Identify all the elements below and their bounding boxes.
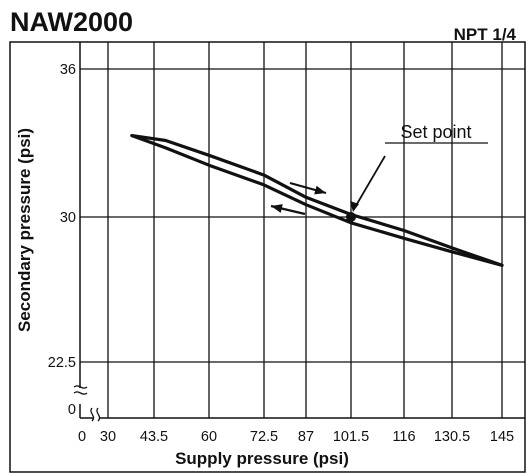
grid-layer — [73, 42, 525, 422]
series-line-2 — [130, 134, 504, 267]
y-tick-label: 36 — [60, 62, 76, 78]
set-point-label: Set point — [400, 122, 471, 142]
increasing-direction-arrow — [289, 181, 327, 195]
y-tick-label: 22.5 — [48, 355, 76, 371]
series-line-1 — [130, 134, 504, 267]
x-tick-label: 116 — [392, 429, 415, 445]
y-axis-label: Secondary pressure (psi) — [15, 128, 34, 332]
x-tick-label: 60 — [201, 429, 217, 445]
set-point-leader-line — [353, 155, 386, 210]
x-tick-label: 130.5 — [434, 429, 470, 445]
series-layer — [130, 134, 504, 267]
chart-subtitle: NPT 1/4 — [454, 25, 517, 44]
x-tick-label: 87 — [298, 429, 314, 445]
x-axis-break-mark — [90, 407, 101, 422]
x-tick-label: 0 — [78, 429, 86, 445]
x-tick-label: 101.5 — [333, 429, 369, 445]
decreasing-direction-arrow — [270, 204, 306, 216]
x-tick-label: 30 — [100, 429, 116, 445]
x-tick-label: 145 — [490, 429, 514, 445]
y-axis-break-mark — [73, 385, 88, 395]
x-axis-label: Supply pressure (psi) — [175, 449, 349, 468]
y-tick-label: 0 — [68, 402, 76, 418]
set-point-marker — [346, 212, 356, 222]
annotation-layer: Set point — [270, 122, 488, 222]
tick-label-layer: 0 30 43.5 60 72.5 87 101.5 116 130.5 145 0 22.5 30 36 — [48, 62, 514, 445]
chart-frame — [9, 41, 526, 473]
y-tick-label: 30 — [60, 210, 76, 226]
x-tick-label: 72.5 — [250, 429, 278, 445]
chart-title: NAW2000 — [10, 7, 133, 37]
x-tick-label: 43.5 — [140, 429, 168, 445]
set-point-arrowhead — [350, 201, 359, 212]
